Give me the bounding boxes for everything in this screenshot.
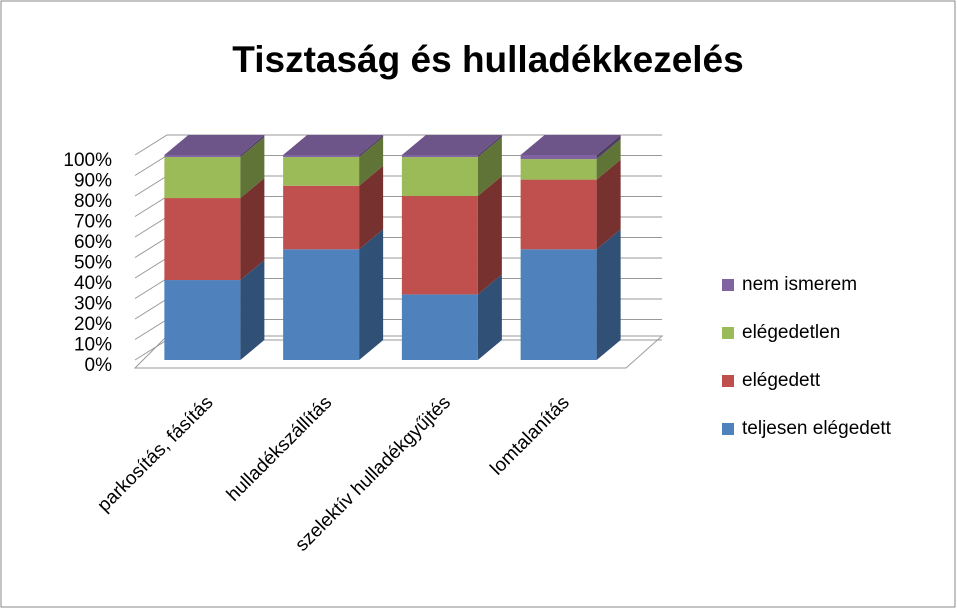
bar-side xyxy=(596,139,621,180)
y-tick-label: 70% xyxy=(74,212,112,233)
bar xyxy=(164,157,241,199)
bar-side xyxy=(596,159,621,250)
bar-side xyxy=(240,135,265,158)
bar xyxy=(164,280,241,360)
y-tick-label: 30% xyxy=(74,294,112,315)
legend-label: elégedett xyxy=(742,370,821,391)
bar xyxy=(401,155,478,158)
bar xyxy=(520,249,597,360)
bar xyxy=(520,179,597,250)
legend-swatch xyxy=(722,279,734,291)
legend-label: teljesen elégedett xyxy=(742,418,892,439)
y-tick-label: 100% xyxy=(63,150,112,171)
bar-top xyxy=(164,135,265,155)
bar xyxy=(283,185,360,250)
bar xyxy=(283,155,360,158)
legend-swatch xyxy=(722,375,734,387)
bar xyxy=(520,159,597,180)
bar-side xyxy=(596,135,621,160)
bar-side xyxy=(359,135,384,158)
bar xyxy=(401,157,478,196)
bar-side xyxy=(477,137,502,196)
y-tick-label: 10% xyxy=(74,335,112,356)
y-tick-label: 0% xyxy=(85,355,113,376)
y-tick-label: 80% xyxy=(74,191,112,212)
bar xyxy=(520,155,597,160)
bar-top xyxy=(520,135,621,155)
y-tick-label: 40% xyxy=(74,273,112,294)
bar xyxy=(401,294,478,360)
y-tick-label: 60% xyxy=(74,232,112,253)
bar-side xyxy=(240,178,265,281)
bar-side xyxy=(359,165,384,250)
bar-side xyxy=(477,176,502,295)
chart-title: Tisztaság és hulladékkezelés xyxy=(232,39,743,80)
legend-swatch xyxy=(722,327,734,339)
y-tick-label: 90% xyxy=(74,171,112,192)
bar-side xyxy=(477,135,502,158)
bar xyxy=(164,198,241,281)
legend-label: elégedetlen xyxy=(742,322,840,343)
bar xyxy=(283,249,360,360)
bar-side xyxy=(240,137,265,199)
bar xyxy=(283,157,360,186)
y-tick-label: 20% xyxy=(74,314,112,335)
bar-side xyxy=(240,260,265,360)
y-tick-label: 50% xyxy=(74,253,112,274)
bar-side xyxy=(359,137,384,186)
bar-top xyxy=(283,135,384,155)
bar-side xyxy=(596,229,621,360)
bar xyxy=(401,196,478,295)
bar-top xyxy=(401,135,502,155)
bar-side xyxy=(477,274,502,360)
legend-swatch xyxy=(722,423,734,435)
bar xyxy=(164,155,241,158)
legend-label: nem ismerem xyxy=(742,274,857,295)
bar-side xyxy=(359,229,384,360)
